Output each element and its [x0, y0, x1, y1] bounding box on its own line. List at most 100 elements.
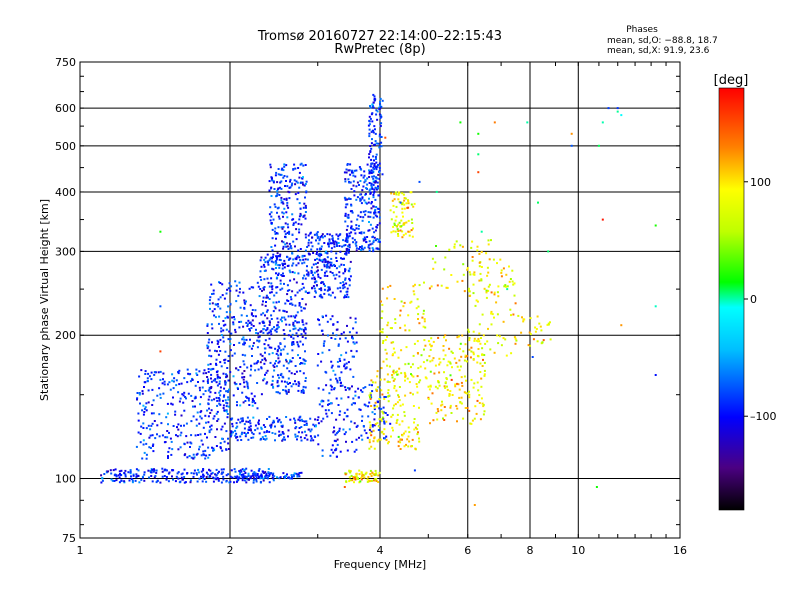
- data-point: [194, 395, 197, 398]
- data-point: [246, 325, 249, 327]
- data-point: [291, 477, 294, 480]
- data-point: [355, 331, 358, 334]
- data-point: [304, 430, 306, 433]
- data-point: [190, 394, 193, 397]
- data-point: [277, 420, 280, 423]
- data-point: [213, 308, 216, 311]
- data-point: [282, 215, 284, 218]
- data-point: [305, 190, 308, 193]
- data-point: [197, 434, 200, 436]
- data-point: [246, 385, 249, 388]
- data-point: [286, 381, 289, 384]
- data-point: [266, 430, 268, 433]
- data-point: [476, 381, 479, 384]
- data-point: [369, 188, 372, 191]
- data-point: [218, 391, 221, 394]
- data-point: [398, 367, 401, 370]
- y-axis-label: Stationary phase Virtual Height [km]: [38, 199, 51, 401]
- data-point: [654, 305, 657, 308]
- data-point: [373, 424, 376, 427]
- data-point: [197, 471, 200, 474]
- data-point: [134, 479, 137, 482]
- data-point: [304, 211, 307, 213]
- data-point: [251, 399, 254, 401]
- data-point: [150, 378, 153, 381]
- data-point: [403, 197, 406, 199]
- data-point: [376, 207, 379, 210]
- data-point: [413, 428, 416, 431]
- data-point: [363, 474, 366, 477]
- data-point: [348, 277, 351, 280]
- data-point: [468, 337, 471, 339]
- data-point: [364, 386, 367, 389]
- data-point: [282, 432, 285, 435]
- data-point: [327, 245, 330, 248]
- data-point: [312, 285, 315, 288]
- data-point: [266, 369, 269, 372]
- data-point: [368, 128, 371, 131]
- data-point: [207, 398, 210, 401]
- data-point: [345, 233, 348, 236]
- data-point: [467, 328, 470, 331]
- data-point: [250, 323, 253, 326]
- data-point: [314, 290, 317, 293]
- data-point: [328, 238, 331, 241]
- data-point: [235, 289, 238, 292]
- data-point: [213, 314, 216, 317]
- data-point: [374, 401, 377, 404]
- data-point: [222, 340, 225, 343]
- data-point: [241, 475, 244, 478]
- data-point: [513, 282, 516, 285]
- data-point: [220, 481, 223, 484]
- data-point: [409, 191, 412, 194]
- data-point: [311, 277, 314, 280]
- data-point: [261, 354, 264, 357]
- data-point: [309, 430, 312, 433]
- data-point: [174, 410, 177, 413]
- data-point: [259, 480, 262, 483]
- data-point: [377, 194, 380, 197]
- data-point: [164, 436, 167, 439]
- data-point: [371, 227, 374, 230]
- data-point: [444, 354, 447, 357]
- data-point: [143, 407, 146, 410]
- data-point: [274, 362, 276, 365]
- data-point: [282, 264, 284, 267]
- data-point: [373, 144, 376, 146]
- data-point: [269, 206, 272, 209]
- data-point: [270, 330, 272, 333]
- data-point: [483, 287, 486, 290]
- data-point: [262, 424, 265, 427]
- data-point: [198, 448, 200, 451]
- data-point: [339, 286, 342, 289]
- data-point: [378, 386, 381, 389]
- data-point: [141, 392, 144, 395]
- data-point: [473, 337, 476, 340]
- data-point: [210, 387, 213, 390]
- data-point: [372, 93, 375, 96]
- data-point: [368, 153, 371, 156]
- data-point: [409, 391, 412, 394]
- data-point: [390, 415, 393, 418]
- data-point: [350, 231, 353, 234]
- data-point: [436, 408, 439, 410]
- data-point: [262, 331, 265, 334]
- data-point: [238, 291, 241, 294]
- data-point: [326, 320, 329, 323]
- data-point: [277, 354, 280, 357]
- data-point: [155, 481, 158, 484]
- data-point: [222, 395, 225, 398]
- data-point: [271, 179, 274, 182]
- data-point: [446, 364, 449, 367]
- data-point: [292, 343, 295, 346]
- data-point: [270, 333, 273, 336]
- data-point: [404, 394, 407, 397]
- data-point: [138, 481, 141, 484]
- data-point: [318, 255, 321, 258]
- data-point: [326, 415, 329, 418]
- data-point: [335, 243, 338, 246]
- data-point: [217, 397, 220, 399]
- data-point: [412, 405, 415, 407]
- data-point: [353, 476, 356, 479]
- data-point: [454, 385, 457, 388]
